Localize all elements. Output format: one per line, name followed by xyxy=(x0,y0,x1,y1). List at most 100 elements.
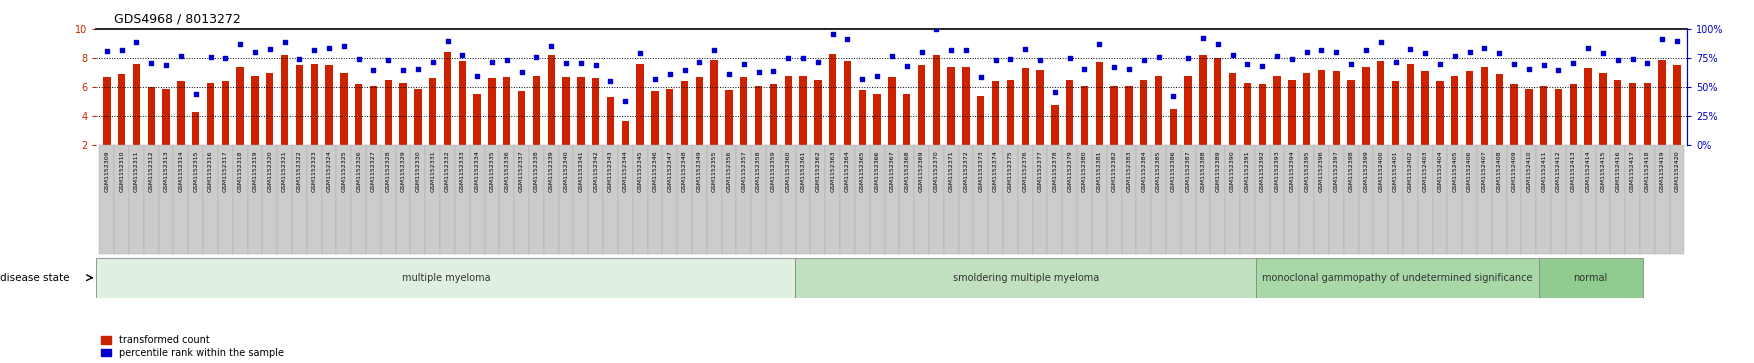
FancyBboxPatch shape xyxy=(1121,145,1137,254)
Text: GSM1152324: GSM1152324 xyxy=(326,151,332,192)
Bar xyxy=(1600,73,1607,145)
Text: GSM1152310: GSM1152310 xyxy=(119,151,125,192)
Bar xyxy=(830,54,837,145)
Point xyxy=(730,61,758,67)
Text: GSM1152321: GSM1152321 xyxy=(282,151,288,192)
Point xyxy=(507,69,535,75)
Text: GSM1152372: GSM1152372 xyxy=(963,151,968,192)
Bar xyxy=(1466,71,1473,145)
Bar xyxy=(621,121,630,145)
Point xyxy=(640,76,668,82)
FancyBboxPatch shape xyxy=(1447,145,1463,254)
FancyBboxPatch shape xyxy=(854,145,870,254)
Text: GSM1152325: GSM1152325 xyxy=(342,151,346,192)
Point xyxy=(1545,67,1573,73)
Point xyxy=(433,38,461,44)
FancyBboxPatch shape xyxy=(1580,145,1596,254)
Bar xyxy=(740,77,747,145)
FancyBboxPatch shape xyxy=(1314,145,1330,254)
Bar xyxy=(1066,80,1073,145)
FancyBboxPatch shape xyxy=(247,145,263,254)
Text: multiple myeloma: multiple myeloma xyxy=(402,273,489,283)
Text: GSM1152412: GSM1152412 xyxy=(1556,151,1561,192)
Bar xyxy=(488,78,496,145)
Bar xyxy=(414,89,421,145)
Text: GSM1152329: GSM1152329 xyxy=(400,151,405,192)
Bar xyxy=(1037,70,1044,145)
Point xyxy=(626,50,654,56)
Text: GSM1152359: GSM1152359 xyxy=(772,151,775,192)
Bar xyxy=(1230,73,1237,145)
Bar xyxy=(474,94,481,145)
FancyBboxPatch shape xyxy=(795,258,1256,298)
Bar xyxy=(1584,68,1593,145)
Text: GSM1152407: GSM1152407 xyxy=(1482,151,1487,192)
FancyBboxPatch shape xyxy=(1493,145,1507,254)
Text: GSM1152364: GSM1152364 xyxy=(845,151,851,192)
Text: GSM1152340: GSM1152340 xyxy=(563,151,568,192)
Text: GSM1152343: GSM1152343 xyxy=(609,151,612,192)
Bar xyxy=(1643,83,1651,145)
Bar xyxy=(1051,105,1059,145)
FancyBboxPatch shape xyxy=(1537,145,1551,254)
Bar xyxy=(651,91,658,145)
Bar xyxy=(1377,61,1384,145)
Bar xyxy=(873,94,881,145)
Bar xyxy=(133,64,140,145)
Point xyxy=(952,47,980,53)
Text: GSM1152328: GSM1152328 xyxy=(386,151,391,192)
Text: GSM1152326: GSM1152326 xyxy=(356,151,361,192)
Point xyxy=(686,59,714,65)
Text: GSM1152358: GSM1152358 xyxy=(756,151,761,192)
Text: GSM1152367: GSM1152367 xyxy=(889,151,895,192)
Point xyxy=(449,52,477,57)
Text: GSM1152416: GSM1152416 xyxy=(1615,151,1621,192)
FancyBboxPatch shape xyxy=(588,145,603,254)
Point xyxy=(1159,94,1187,99)
FancyBboxPatch shape xyxy=(217,145,233,254)
Text: GSM1152360: GSM1152360 xyxy=(786,151,791,192)
Bar xyxy=(458,61,467,145)
Point xyxy=(1130,57,1158,63)
Text: GSM1152312: GSM1152312 xyxy=(149,151,154,192)
Point xyxy=(523,54,551,60)
Point xyxy=(1056,55,1084,61)
Bar xyxy=(1496,74,1503,145)
FancyBboxPatch shape xyxy=(130,145,144,254)
Point xyxy=(1145,54,1173,60)
Point xyxy=(1293,49,1321,55)
Bar xyxy=(903,94,910,145)
Text: GSM1152370: GSM1152370 xyxy=(933,151,938,192)
Text: GSM1152371: GSM1152371 xyxy=(949,151,954,192)
FancyBboxPatch shape xyxy=(691,145,707,254)
FancyBboxPatch shape xyxy=(1330,145,1344,254)
Point xyxy=(374,57,402,63)
Text: GSM1152309: GSM1152309 xyxy=(103,151,109,192)
FancyBboxPatch shape xyxy=(1610,145,1626,254)
Bar xyxy=(324,65,333,145)
Text: GSM1152373: GSM1152373 xyxy=(979,151,984,192)
FancyBboxPatch shape xyxy=(781,145,796,254)
FancyBboxPatch shape xyxy=(1166,145,1180,254)
Text: GSM1152409: GSM1152409 xyxy=(1512,151,1517,192)
Text: GSM1152408: GSM1152408 xyxy=(1496,151,1501,192)
FancyBboxPatch shape xyxy=(1551,145,1566,254)
Text: GSM1152313: GSM1152313 xyxy=(163,151,168,192)
FancyBboxPatch shape xyxy=(1538,258,1643,298)
Point xyxy=(137,60,165,66)
Point xyxy=(1189,36,1217,41)
Point xyxy=(1589,50,1617,56)
Text: GSM1152420: GSM1152420 xyxy=(1675,151,1680,192)
FancyBboxPatch shape xyxy=(737,145,751,254)
FancyBboxPatch shape xyxy=(824,145,840,254)
Text: GSM1152405: GSM1152405 xyxy=(1452,151,1458,192)
Point xyxy=(1366,39,1394,45)
Text: GSM1152316: GSM1152316 xyxy=(209,151,212,192)
Bar xyxy=(1273,76,1280,145)
FancyBboxPatch shape xyxy=(1387,145,1403,254)
FancyBboxPatch shape xyxy=(500,145,514,254)
FancyBboxPatch shape xyxy=(1226,145,1240,254)
Text: GSM1152404: GSM1152404 xyxy=(1438,151,1442,192)
Bar xyxy=(1317,70,1326,145)
Point xyxy=(879,53,907,59)
